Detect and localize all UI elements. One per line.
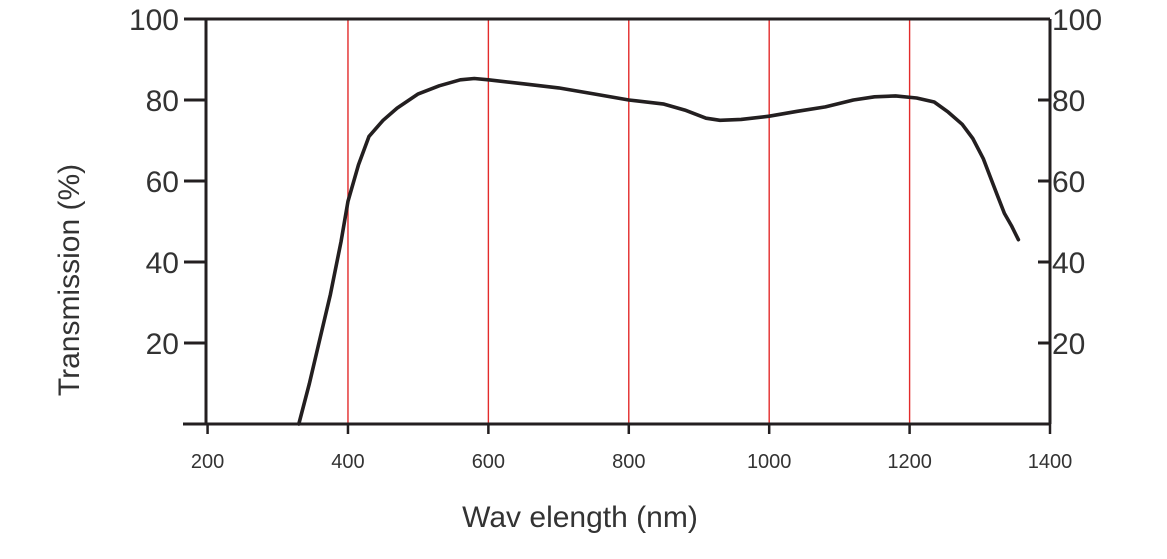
x-axis-title: Wav elength (nm) <box>462 501 698 534</box>
x-tick-label: 1400 <box>1028 451 1073 473</box>
x-tick-label: 1000 <box>747 451 792 473</box>
x-tick-label: 600 <box>472 451 505 473</box>
y-tick-label-right: 40 <box>1052 247 1085 280</box>
y-tick-label-right: 100 <box>1052 4 1102 37</box>
x-tick-label: 400 <box>331 451 364 473</box>
transmission-curve <box>296 76 1021 426</box>
y-tick-label-right: 20 <box>1052 328 1085 361</box>
x-tick-label: 200 <box>191 451 224 473</box>
curve-layer <box>296 76 1021 426</box>
x-tick-label: 1200 <box>887 451 932 473</box>
axes <box>183 17 1052 426</box>
y-tick-label-left: 80 <box>146 85 179 118</box>
y-tick-label-left: 100 <box>129 4 179 37</box>
y-tick-label-left: 40 <box>146 247 179 280</box>
y-tick-label-right: 80 <box>1052 85 1085 118</box>
y-tick-label-left: 60 <box>146 166 179 199</box>
ticks <box>184 17 1052 434</box>
reference-lines <box>347 19 911 424</box>
y-axis-title: Transmission (%) <box>53 164 86 396</box>
x-tick-label: 800 <box>612 451 645 473</box>
y-tick-label-left: 20 <box>146 328 179 361</box>
tick-labels: 20 20 40 40 60 60 80 80 100 100 200 400 600 800 1000 12… <box>129 4 1102 473</box>
y-tick-label-right: 60 <box>1052 166 1085 199</box>
